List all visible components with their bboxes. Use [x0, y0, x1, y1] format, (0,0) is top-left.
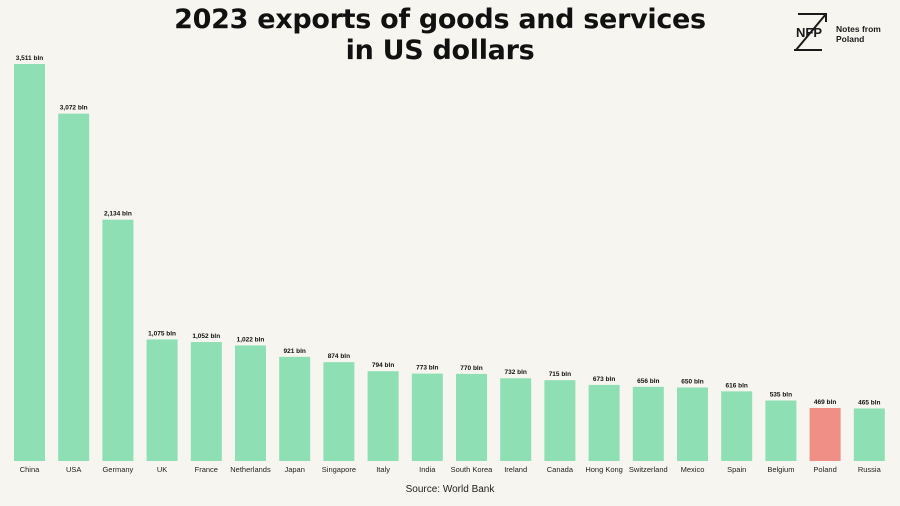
- data-label: 616 bln: [725, 382, 747, 389]
- bar-mexico: [677, 387, 708, 461]
- bar-poland: [809, 407, 841, 461]
- bar-south-korea: [456, 373, 487, 461]
- x-tick-label: Spain: [727, 465, 746, 474]
- data-label: 1,022 bln: [237, 336, 265, 343]
- x-tick-label: Canada: [547, 465, 574, 474]
- bar-india: [411, 373, 443, 461]
- data-label: 469 bln: [814, 399, 836, 406]
- data-label: 673 bln: [593, 376, 615, 383]
- x-tick-label: UK: [157, 465, 167, 474]
- bar-hong-kong: [588, 384, 620, 461]
- logo-mark-text: NFP: [796, 25, 822, 40]
- bar-italy: [367, 371, 399, 461]
- x-tick-label: China: [20, 465, 40, 474]
- title-line-2: in US dollars: [345, 35, 535, 66]
- x-tick-label: Singapore: [322, 465, 356, 474]
- x-tick-label: India: [419, 465, 436, 474]
- x-tick-label: Switzerland: [629, 465, 668, 474]
- x-tick-label: Germany: [102, 465, 133, 474]
- notes-from-poland-logo: NFP Notes from Poland: [790, 10, 890, 54]
- data-label: 656 bln: [637, 378, 659, 385]
- data-label: 535 bln: [770, 392, 792, 399]
- data-label: 2,134 bln: [104, 211, 132, 218]
- bar-belgium: [765, 400, 797, 461]
- data-label: 650 bln: [681, 379, 703, 386]
- nfp-logo-icon: NFP: [794, 13, 827, 51]
- x-tick-label: USA: [66, 465, 81, 474]
- x-tick-label: Hong Kong: [585, 465, 623, 474]
- bar-switzerland: [632, 386, 664, 461]
- chart-title: 2023 exports of goods and services in US…: [130, 4, 750, 66]
- x-tick-label: Mexico: [681, 465, 705, 474]
- data-label: 794 bln: [372, 362, 394, 369]
- data-label: 770 bln: [460, 365, 482, 372]
- bar-germany: [102, 219, 134, 461]
- data-label: 921 bln: [283, 348, 305, 355]
- data-label: 715 bln: [549, 371, 571, 378]
- bar-russia: [853, 408, 885, 461]
- x-tick-label: Russia: [858, 465, 882, 474]
- x-tick-label: Netherlands: [230, 465, 271, 474]
- x-tick-label: Ireland: [504, 465, 527, 474]
- bar-uk: [146, 339, 178, 461]
- data-label: 3,511 bln: [16, 55, 43, 62]
- data-label: 732 bln: [504, 369, 526, 376]
- logo-text-line-1: Notes from: [836, 24, 881, 34]
- x-tick-label: Poland: [813, 465, 836, 474]
- data-label: 3,072 bln: [60, 105, 88, 112]
- bar-usa: [58, 113, 90, 462]
- bar-canada: [544, 380, 576, 461]
- data-label: 874 bln: [328, 353, 350, 360]
- data-label: 1,052 bln: [192, 333, 220, 340]
- logo-text-line-2: Poland: [836, 34, 865, 44]
- title-line-1: 2023 exports of goods and services: [174, 4, 706, 35]
- x-tick-label: Italy: [376, 465, 390, 474]
- bar-france: [190, 342, 222, 461]
- data-label: 773 bln: [416, 365, 438, 372]
- x-tick-label: Japan: [284, 465, 304, 474]
- bar-spain: [721, 391, 753, 461]
- data-label: 465 bln: [858, 399, 880, 406]
- x-tick-label: South Korea: [451, 465, 494, 474]
- bar-ireland: [500, 378, 532, 461]
- bar-china: [14, 64, 45, 461]
- source-note: Source: World Bank: [405, 484, 495, 495]
- x-tick-label: Belgium: [767, 465, 794, 474]
- bar-japan: [279, 356, 311, 461]
- data-label: 1,075 bln: [148, 330, 176, 337]
- bar-netherlands: [235, 345, 266, 461]
- bar-singapore: [323, 362, 355, 461]
- x-tick-label: France: [195, 465, 218, 474]
